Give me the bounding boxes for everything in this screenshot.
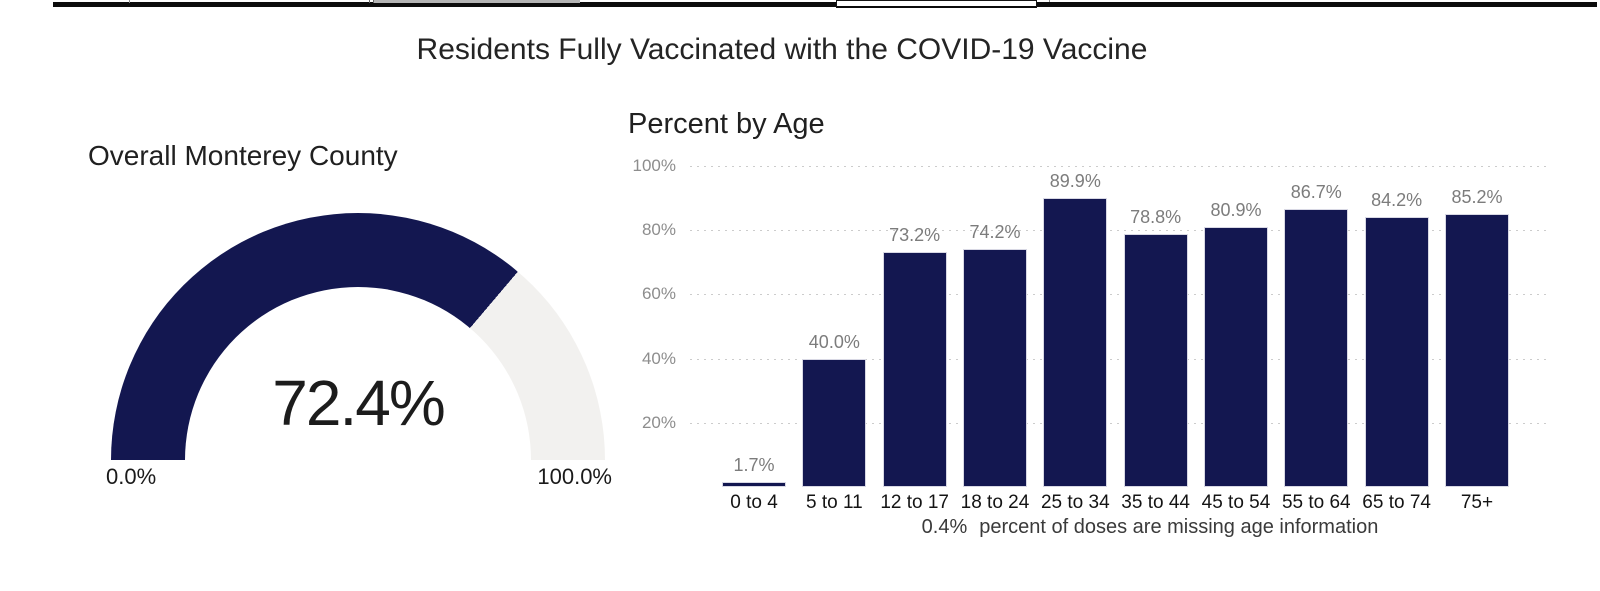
bar-value-label: 74.2%	[969, 221, 1021, 242]
x-axis-category-label: 35 to 44	[1121, 492, 1190, 513]
y-axis-tick-label: 100%	[632, 156, 676, 175]
tab-active-edge[interactable]	[836, 0, 1037, 8]
x-axis: 0 to 4 5 to 11 12 to 17 18 to 24 25 to 34 35 …	[690, 492, 1547, 516]
bar[interactable]	[1364, 216, 1429, 487]
bar-value-label: 89.9%	[1049, 171, 1101, 192]
bar[interactable]	[1203, 227, 1268, 487]
gauge-value: 72.4%	[272, 367, 445, 439]
bar[interactable]	[1123, 234, 1188, 487]
y-axis-tick-label: 20%	[641, 412, 676, 432]
footnote-text: percent of doses are missing age informa…	[979, 516, 1379, 538]
bar[interactable]	[802, 358, 867, 487]
bar-value-label: 84.2%	[1371, 189, 1423, 210]
x-axis-category-label: 55 to 64	[1281, 492, 1351, 513]
bar[interactable]	[722, 481, 786, 487]
bar-value-label: 73.2%	[889, 225, 941, 246]
bar-value-label: 78.8%	[1130, 207, 1182, 228]
gauge-scale: 0.0% 100.0%	[106, 464, 612, 490]
bar[interactable]	[1444, 213, 1509, 487]
bar-value-label: 1.7%	[733, 454, 775, 475]
bar[interactable]	[962, 248, 1027, 487]
gridline	[690, 422, 1547, 424]
chart-footnote: 0.4% percent of doses are missing age inf…	[690, 516, 1600, 539]
tabstrip-divider	[369, 0, 370, 3]
x-axis-category-label: 18 to 24	[960, 492, 1030, 513]
bar-chart-plot: 1.7% 40.0% 73.2% 74.2% 89.9% 78.8% 80.9% 86.7% 8…	[690, 166, 1547, 487]
gridline	[690, 294, 1547, 296]
x-axis-category-label: 5 to 11	[805, 492, 863, 513]
x-axis-category-label: 0 to 4	[730, 492, 778, 513]
x-axis-category-label: 25 to 34	[1040, 492, 1110, 513]
x-axis-category-label: 75+	[1460, 492, 1494, 513]
x-axis-category-label: 45 to 54	[1201, 492, 1271, 513]
bar-value-label: 80.9%	[1210, 200, 1262, 221]
tab-inactive-edge[interactable]	[374, 0, 580, 3]
bar[interactable]	[1284, 208, 1349, 487]
bar-value-label: 40.0%	[808, 331, 860, 352]
tabstrip-divider	[373, 0, 374, 3]
gridline	[690, 166, 1547, 167]
gridline	[690, 230, 1547, 232]
bar-value-label: 85.2%	[1451, 186, 1503, 207]
tabstrip-bottom-border	[53, 2, 1597, 7]
tabstrip-divider	[1049, 0, 1050, 2]
y-axis-tick-label: 60%	[641, 284, 676, 304]
gauge-chart[interactable]: 72.4%	[111, 213, 605, 460]
bar[interactable]	[882, 252, 947, 487]
tabstrip-divider	[129, 0, 130, 3]
y-axis-tick-label: 80%	[641, 220, 676, 240]
gridline	[690, 358, 1547, 360]
gauge-min-label: 0.0%	[106, 464, 157, 489]
bar-value-label: 86.7%	[1290, 181, 1342, 202]
gauge-max-label: 100.0%	[537, 464, 612, 489]
x-axis-category-label: 65 to 74	[1362, 492, 1431, 513]
gauge-title: Overall Monterey County	[88, 140, 398, 171]
bar-chart-title: Percent by Age	[628, 108, 825, 140]
footnote-value: 0.4%	[921, 516, 968, 538]
y-axis-tick-label: 40%	[641, 348, 676, 368]
page-title: Residents Fully Vaccinated with the COVI…	[416, 33, 1148, 66]
bar[interactable]	[1043, 198, 1108, 487]
x-axis-category-label: 12 to 17	[880, 492, 949, 513]
